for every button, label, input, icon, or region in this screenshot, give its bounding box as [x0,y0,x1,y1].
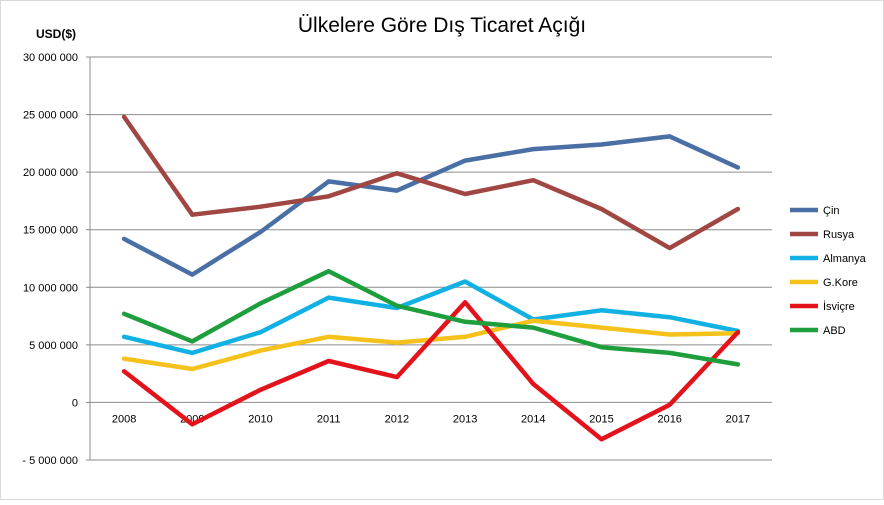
legend-label: Rusya [823,229,855,241]
series-line [121,114,741,251]
data-point [258,204,263,209]
legend: Çin Rusya Almanya G.Kore İsviçre ABD [790,205,867,337]
x-tick-label: 2010 [248,413,272,425]
data-point [190,422,195,427]
series-line [121,134,741,277]
legend-label: Almanya [823,253,867,265]
y-tick-label: 15 000 000 [23,225,78,237]
data-point [667,402,672,407]
y-tick-label: 5 000 000 [29,340,78,352]
data-point [531,325,536,330]
y-tick-label: 30 000 000 [23,52,78,64]
data-point [531,382,536,387]
legend-label: ABD [823,325,846,337]
data-point [122,334,127,339]
data-point [258,230,263,235]
data-point [463,279,468,284]
legend-label: G.Kore [823,277,858,289]
y-tick-label: 25 000 000 [23,110,78,122]
data-point [190,350,195,355]
y-axis-ticks: 30 000 000 25 000 000 20 000 000 15 000 000… [22,52,78,467]
data-point [394,171,399,176]
y-tick-label: - 5 000 000 [22,455,78,467]
series-line [121,300,741,442]
data-point [599,437,604,442]
data-point [258,348,263,353]
y-tick-label: 0 [72,397,78,409]
data-point [326,194,331,199]
data-point [667,332,672,337]
data-point [394,303,399,308]
chart-title: Ülkelere Göre Dış Ticaret Açığı [298,14,586,37]
data-point [667,246,672,251]
x-tick-label: 2008 [112,413,136,425]
data-point [122,356,127,361]
data-point [394,340,399,345]
data-point [599,206,604,211]
data-point [667,315,672,320]
data-point [326,269,331,274]
data-point [531,178,536,183]
data-point [531,318,536,323]
data-point [599,325,604,330]
data-point [735,206,740,211]
x-tick-label: 2014 [521,413,545,425]
data-point [258,330,263,335]
data-point [190,339,195,344]
data-point [122,114,127,119]
x-tick-label: 2015 [589,413,613,425]
data-point [122,311,127,316]
y-axis-label: USD($) [36,27,76,41]
legend-label: Çin [823,205,840,217]
data-point [394,375,399,380]
data-point [735,165,740,170]
data-point [667,350,672,355]
data-point [463,319,468,324]
data-point [326,358,331,363]
data-point [326,334,331,339]
y-tick-label: 10 000 000 [23,282,78,294]
series-line [121,268,741,367]
gridlines [86,56,772,461]
data-point [599,308,604,313]
data-point [326,179,331,184]
data-point [190,367,195,372]
x-tick-label: 2012 [385,413,409,425]
data-point [463,158,468,163]
data-point [122,236,127,241]
series-lines [121,114,741,442]
data-point [122,369,127,374]
data-point [599,345,604,350]
data-point [667,134,672,139]
data-point [599,142,604,147]
x-axis-ticks: 2008 2009 2010 2011 2012 2013 2014 2015 2016 2017 [112,413,750,425]
x-tick-label: 2013 [453,413,477,425]
data-point [258,387,263,392]
data-point [326,295,331,300]
data-point [190,212,195,217]
data-point [394,188,399,193]
data-point [531,147,536,152]
data-point [463,192,468,197]
data-point [190,272,195,277]
data-point [463,334,468,339]
x-tick-label: 2016 [657,413,681,425]
legend-label: İsviçre [823,300,855,313]
y-tick-label: 20 000 000 [23,167,78,179]
data-point [258,301,263,306]
x-tick-label: 2011 [317,413,341,425]
data-point [735,362,740,367]
data-point [735,330,740,335]
data-point [463,300,468,305]
x-tick-label: 2017 [726,413,750,425]
series-line [121,279,741,356]
